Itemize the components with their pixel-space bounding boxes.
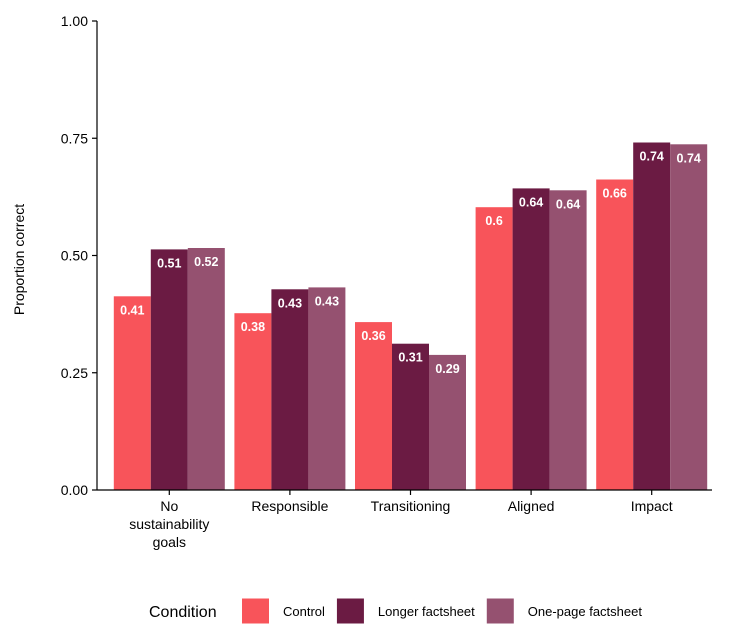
bar-longer-factsheet-3 bbox=[512, 188, 550, 490]
bar-value-label: 0.38 bbox=[241, 320, 265, 334]
bar-value-label: 0.6 bbox=[485, 214, 502, 228]
legend-key-longer-factsheet bbox=[336, 598, 364, 624]
y-tick-label: 0.75 bbox=[61, 130, 88, 146]
bar-value-label: 0.43 bbox=[315, 294, 339, 308]
legend-key-one-page-factsheet bbox=[486, 598, 514, 624]
bar-value-label: 0.66 bbox=[603, 187, 627, 201]
bar-one-page-factsheet-0 bbox=[187, 248, 225, 490]
axes-layer: 0.00 0.25 0.50 0.75 1.00 No sustainability goal… bbox=[11, 13, 712, 550]
x-tick-label: No sustainability goals bbox=[129, 498, 209, 550]
bar-one-page-factsheet-3 bbox=[549, 190, 587, 491]
y-tick-label: 0.50 bbox=[61, 248, 88, 264]
bar-labels-layer: 0.41 0.51 0.52 0.38 0.43 0.43 0.36 0.31 0.29 0.6 0… bbox=[120, 150, 701, 376]
bar-longer-factsheet-1 bbox=[271, 289, 309, 490]
bar-control-1 bbox=[234, 313, 272, 490]
bar-value-label: 0.74 bbox=[640, 150, 664, 164]
bar-longer-factsheet-4 bbox=[633, 142, 671, 490]
bar-value-label: 0.64 bbox=[519, 195, 543, 209]
bar-value-label: 0.29 bbox=[435, 362, 459, 376]
legend-label: Longer factsheet bbox=[378, 604, 475, 619]
bar-longer-factsheet-2 bbox=[392, 343, 429, 490]
bar-value-label: 0.36 bbox=[361, 329, 385, 343]
bars-layer bbox=[113, 142, 708, 491]
bar-longer-factsheet-0 bbox=[150, 249, 188, 490]
bar-value-label: 0.43 bbox=[278, 296, 302, 310]
bar-value-label: 0.51 bbox=[157, 256, 181, 270]
bar-value-label: 0.52 bbox=[194, 255, 218, 269]
legend: Condition Control Longer factsheet One-page… bbox=[149, 598, 643, 624]
legend-key-control bbox=[242, 598, 269, 624]
y-tick-label: 0.00 bbox=[61, 482, 88, 498]
bar-value-label: 0.41 bbox=[120, 303, 144, 317]
bar-control-0 bbox=[113, 296, 151, 490]
bar-value-label: 0.31 bbox=[398, 351, 422, 365]
bar-control-3 bbox=[475, 207, 513, 490]
bar-value-label: 0.64 bbox=[556, 197, 580, 211]
legend-title: Condition bbox=[149, 604, 217, 621]
bar-one-page-factsheet-2 bbox=[429, 354, 466, 490]
x-tick-label: Responsible bbox=[251, 498, 328, 514]
x-tick-label: Impact bbox=[631, 498, 673, 514]
bar-one-page-factsheet-1 bbox=[308, 287, 346, 490]
y-tick-label: 1.00 bbox=[61, 13, 88, 29]
legend-label: One-page factsheet bbox=[528, 604, 643, 619]
y-tick-label: 0.25 bbox=[61, 365, 88, 381]
bar-control-4 bbox=[596, 179, 634, 490]
x-tick-label: Aligned bbox=[508, 498, 555, 514]
bar-one-page-factsheet-4 bbox=[670, 144, 708, 491]
x-tick-label: Transitioning bbox=[371, 498, 451, 514]
bar-control-2 bbox=[355, 322, 392, 490]
legend-label: Control bbox=[283, 604, 325, 619]
y-axis-title: Proportion correct bbox=[11, 204, 27, 315]
bar-value-label: 0.74 bbox=[677, 151, 701, 165]
